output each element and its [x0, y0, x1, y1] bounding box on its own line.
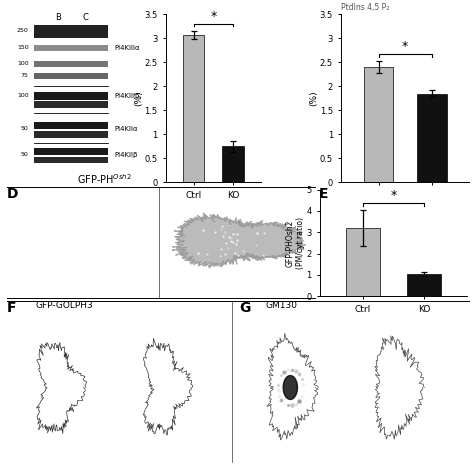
- Text: 50: 50: [21, 127, 29, 131]
- Text: 250: 250: [17, 28, 29, 33]
- Bar: [407, 274, 441, 296]
- Polygon shape: [172, 213, 306, 268]
- Text: 100: 100: [17, 93, 29, 99]
- Text: GFP-GOLPH3: GFP-GOLPH3: [36, 301, 93, 310]
- Bar: [364, 67, 393, 182]
- Text: PtdIns 4,5 P₂: PtdIns 4,5 P₂: [341, 3, 390, 12]
- Y-axis label: (%): (%): [310, 91, 319, 106]
- Text: 75: 75: [21, 73, 29, 78]
- Text: 150: 150: [17, 45, 29, 50]
- Text: Control: Control: [13, 281, 44, 290]
- Text: PI4KIIIα: PI4KIIIα: [114, 45, 139, 51]
- Bar: [34, 61, 109, 66]
- Text: C: C: [82, 13, 88, 22]
- Text: E: E: [319, 187, 328, 201]
- Bar: [34, 91, 109, 100]
- Bar: [34, 131, 109, 137]
- Text: 100: 100: [17, 61, 29, 65]
- Text: *: *: [210, 10, 217, 23]
- Text: KO: KO: [164, 281, 176, 290]
- Text: D: D: [7, 187, 18, 201]
- Bar: [34, 148, 109, 155]
- Text: GFP-PH$^{Osh2}$: GFP-PH$^{Osh2}$: [77, 172, 132, 186]
- Text: PI4KIIα: PI4KIIα: [114, 126, 137, 132]
- Text: PI4KIIIβ: PI4KIIIβ: [114, 93, 139, 99]
- Polygon shape: [283, 375, 298, 400]
- Text: *: *: [390, 190, 397, 202]
- Y-axis label: (%): (%): [134, 91, 143, 106]
- Bar: [34, 122, 109, 129]
- Bar: [34, 45, 109, 51]
- Text: GM130: GM130: [265, 301, 298, 310]
- Bar: [222, 146, 244, 182]
- Y-axis label: GFP-PHOsh2
(PM/cyt ratio): GFP-PHOsh2 (PM/cyt ratio): [285, 217, 305, 269]
- Bar: [34, 25, 109, 38]
- Bar: [182, 35, 204, 182]
- Text: *: *: [402, 40, 409, 53]
- Bar: [34, 73, 109, 79]
- Text: F: F: [7, 301, 17, 315]
- Bar: [417, 93, 447, 182]
- Bar: [34, 157, 109, 164]
- Text: B: B: [55, 13, 61, 22]
- Text: PI4KIIβ: PI4KIIβ: [114, 152, 137, 158]
- Bar: [346, 228, 380, 296]
- Bar: [34, 101, 109, 108]
- Text: 50: 50: [21, 152, 29, 157]
- Text: G: G: [239, 301, 251, 315]
